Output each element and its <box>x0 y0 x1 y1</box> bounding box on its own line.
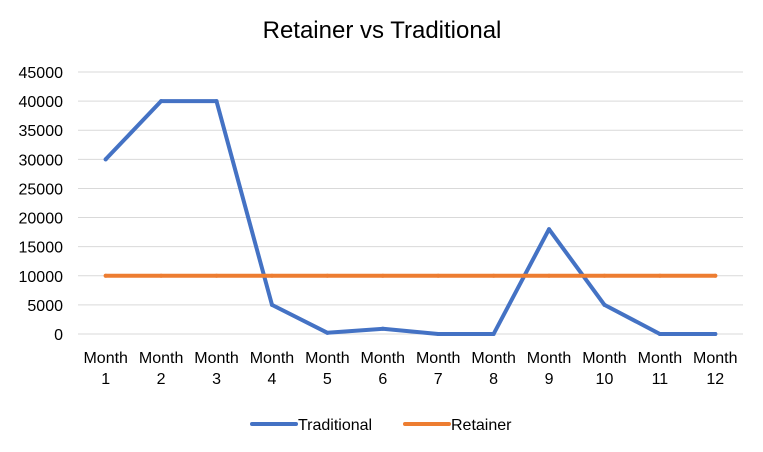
x-tick-label: Month <box>139 350 183 367</box>
x-tick-label: 11 <box>652 371 669 388</box>
x-tick-label: 12 <box>706 371 724 388</box>
x-tick-label: 2 <box>157 371 166 388</box>
data-point-traditional <box>325 330 330 335</box>
data-point-retainer <box>325 273 330 278</box>
series-line-traditional <box>103 99 718 336</box>
data-point-retainer <box>380 273 385 278</box>
legend-item-traditional: Traditional <box>250 417 372 434</box>
x-tick-label: Month <box>527 350 571 367</box>
x-tick-label: 4 <box>268 371 277 388</box>
x-tick-label: 8 <box>489 371 498 388</box>
x-tick-label: Month <box>693 350 737 367</box>
data-point-traditional <box>103 157 108 162</box>
chart-title: Retainer vs Traditional <box>263 17 502 44</box>
x-tick-label: 9 <box>545 371 554 388</box>
y-tick-label: 20000 <box>19 211 64 228</box>
data-point-traditional <box>269 302 274 307</box>
x-tick-label: Month <box>471 350 515 367</box>
data-point-retainer <box>713 273 718 278</box>
y-tick-label: 10000 <box>19 269 64 286</box>
x-tick-label: Month <box>305 350 349 367</box>
data-point-traditional <box>547 227 552 232</box>
data-point-retainer <box>159 273 164 278</box>
x-tick-label: Month <box>194 350 238 367</box>
gridlines <box>78 71 743 335</box>
data-point-traditional <box>380 326 385 331</box>
x-tick-label: Month <box>582 350 626 367</box>
x-tick-label: 3 <box>212 371 221 388</box>
data-point-traditional <box>214 99 219 104</box>
y-tick-label: 35000 <box>19 123 64 140</box>
y-tick-label: 5000 <box>27 298 63 315</box>
y-tick-label: 45000 <box>19 65 64 82</box>
data-point-traditional <box>657 332 662 336</box>
y-tick-label: 25000 <box>19 181 64 198</box>
legend-label: Traditional <box>298 417 372 434</box>
x-tick-label: 1 <box>101 371 110 388</box>
data-point-retainer <box>491 273 496 278</box>
y-tick-label: 0 <box>54 327 63 344</box>
x-tick-label: 6 <box>378 371 387 388</box>
y-tick-label: 40000 <box>19 94 64 111</box>
x-tick-label: Month <box>416 350 460 367</box>
data-point-retainer <box>103 273 108 278</box>
x-tick-label: 10 <box>596 371 614 388</box>
y-tick-label: 30000 <box>19 152 64 169</box>
x-tick-label: Month <box>250 350 294 367</box>
x-tick-label: Month <box>83 350 127 367</box>
data-point-retainer <box>214 273 219 278</box>
legend: Traditional Retainer <box>250 417 512 434</box>
x-tick-label: Month <box>638 350 682 367</box>
data-point-retainer <box>657 273 662 278</box>
y-tick-label: 15000 <box>19 240 64 257</box>
data-point-traditional <box>713 332 718 336</box>
data-point-traditional <box>159 99 164 104</box>
x-axis-ticks: Month 1 Month 2 Month 3 Month 4 Month 5 Month 6 Mont… <box>83 350 737 388</box>
x-tick-label: 5 <box>323 371 332 388</box>
plot-area <box>103 99 718 336</box>
data-point-retainer <box>602 273 607 278</box>
data-point-retainer <box>269 273 274 278</box>
data-point-retainer <box>547 273 552 278</box>
data-point-retainer <box>436 273 441 278</box>
data-point-traditional <box>491 332 496 336</box>
y-axis-ticks: 0 5000 10000 15000 20000 25000 30000 35000 40000… <box>19 65 64 344</box>
legend-item-retainer: Retainer <box>403 417 512 434</box>
data-point-traditional <box>602 302 607 307</box>
x-tick-label: Month <box>361 350 405 367</box>
legend-label: Retainer <box>451 417 512 434</box>
data-point-traditional <box>436 332 441 336</box>
x-tick-label: 7 <box>434 371 443 388</box>
